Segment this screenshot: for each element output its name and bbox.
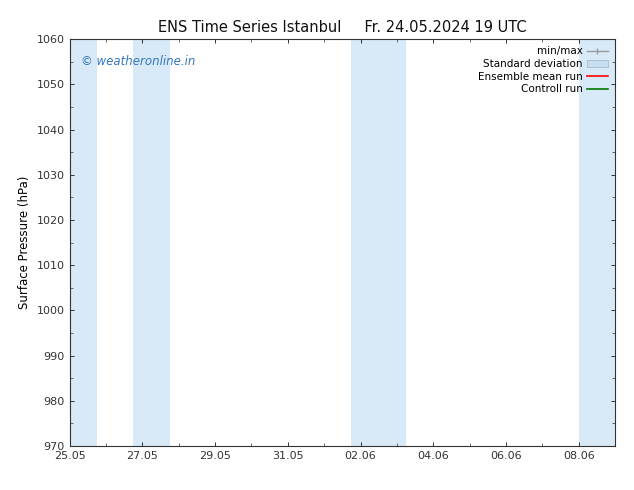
Bar	[351, 39, 378, 446]
Title: ENS Time Series Istanbul     Fr. 24.05.2024 19 UTC: ENS Time Series Istanbul Fr. 24.05.2024 …	[158, 20, 527, 35]
Text: © weatheronline.in: © weatheronline.in	[81, 55, 195, 69]
Legend: min/max, Standard deviation, Ensemble mean run, Controll run: min/max, Standard deviation, Ensemble me…	[476, 45, 610, 97]
Y-axis label: Surface Pressure (hPa): Surface Pressure (hPa)	[18, 176, 31, 309]
Bar	[378, 39, 406, 446]
Bar	[133, 39, 170, 446]
Bar	[70, 39, 97, 446]
Bar	[579, 39, 615, 446]
